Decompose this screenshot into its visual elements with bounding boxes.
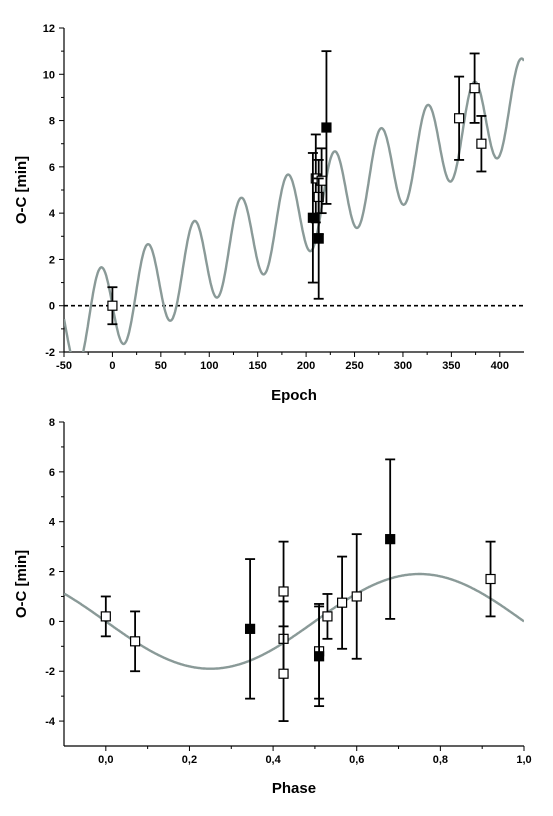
x-tick-label: 0,6 — [349, 754, 364, 766]
model-curve — [64, 572, 524, 670]
x-tick-label: 0,0 — [98, 754, 113, 766]
y-axis-title: O-C [min] — [13, 156, 30, 224]
y-tick-label: 8 — [49, 417, 55, 429]
filled-square-point — [313, 651, 325, 662]
filled-square-point — [385, 534, 396, 545]
x-tick-label: 1,0 — [516, 754, 531, 766]
y-axis-title: O-C [min] — [13, 550, 30, 618]
model-curve — [64, 57, 524, 352]
open-square-point — [278, 586, 289, 597]
open-square-point — [454, 113, 465, 124]
x-tick-label: 0 — [109, 360, 115, 372]
y-tick-label: 8 — [49, 116, 55, 128]
filled-square-point — [321, 122, 332, 133]
y-tick-label: 0 — [49, 616, 55, 628]
filled-square-point — [244, 623, 256, 634]
open-square-point — [469, 83, 480, 94]
y-tick-label: -2 — [45, 666, 55, 678]
x-tick-label: 50 — [155, 360, 167, 372]
x-tick-label: 0,8 — [433, 754, 448, 766]
open-square-point — [351, 591, 362, 602]
filled-square-point — [307, 212, 318, 223]
open-square-point — [336, 597, 348, 608]
x-tick-label: 400 — [491, 360, 509, 372]
x-tick-label: 300 — [394, 360, 412, 372]
x-tick-label: 200 — [297, 360, 315, 372]
open-square-point — [129, 636, 141, 647]
x-axis-title: Epoch — [271, 387, 317, 404]
open-square-point — [107, 300, 118, 311]
open-square-point — [322, 611, 333, 622]
bottom-chart-phase: 0,0 0,2 0,4 0,6 0,8 1,0 -4 -2 0 2 4 6 8 Phase O-C [min… — [13, 417, 532, 797]
open-square-point — [278, 668, 289, 679]
x-tick-label: 150 — [249, 360, 267, 372]
y-tick-label: -4 — [45, 716, 56, 728]
y-tick-label: 2 — [49, 254, 55, 266]
x-tick-label: 250 — [345, 360, 363, 372]
top-chart-epoch: -50 0 50 100 150 200 250 300 350 400 -2 0 2 4 6 8 10 12 Ep… — [13, 23, 524, 404]
y-tick-label: 6 — [49, 162, 55, 174]
filled-square-point — [313, 233, 324, 244]
y-tick-label: 0 — [49, 301, 55, 313]
x-tick-label: 350 — [442, 360, 460, 372]
x-tick-label: 0,4 — [265, 754, 281, 766]
x-tick-label: -50 — [56, 360, 72, 372]
y-tick-label: 4 — [49, 517, 56, 529]
x-axis-title: Phase — [272, 780, 316, 797]
y-tick-label: 4 — [49, 208, 56, 220]
y-tick-label: 12 — [43, 23, 55, 35]
x-tick-label: 0,2 — [182, 754, 197, 766]
open-square-point — [476, 138, 487, 149]
x-tick-label: 100 — [200, 360, 218, 372]
y-tick-label: 2 — [49, 567, 55, 579]
y-tick-label: 10 — [43, 69, 55, 81]
y-tick-label: 6 — [49, 467, 55, 479]
open-square-point — [100, 611, 111, 622]
y-tick-label: -2 — [45, 347, 55, 359]
open-square-point — [485, 573, 496, 585]
